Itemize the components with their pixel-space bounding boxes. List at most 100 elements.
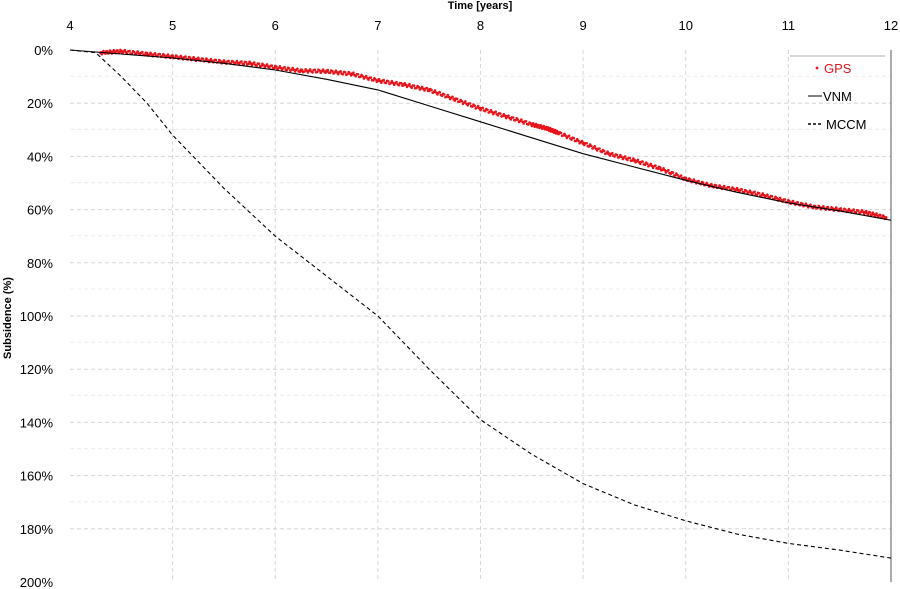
gps-point — [516, 118, 520, 121]
gps-point — [425, 86, 429, 90]
gps-point — [123, 48, 127, 52]
gps-point — [590, 144, 593, 148]
gps-point — [757, 192, 761, 195]
gps-point — [507, 114, 510, 117]
gps-point — [676, 174, 679, 177]
gps-point — [522, 122, 525, 125]
gps-point — [341, 72, 345, 76]
gps-point — [389, 81, 393, 85]
gps-point — [796, 200, 799, 204]
gps-point — [615, 153, 619, 157]
gps-point — [102, 49, 105, 53]
gps-point — [527, 123, 530, 126]
gps-point — [232, 60, 235, 63]
gps-point — [244, 60, 248, 64]
gps-point — [401, 83, 406, 87]
gps-point — [753, 190, 756, 194]
gps-point — [831, 207, 834, 210]
gps-point — [359, 75, 362, 79]
y-tick-label: 100% — [20, 309, 54, 324]
gps-point — [572, 136, 576, 140]
gps-point — [854, 211, 858, 214]
y-tick-label: 0% — [34, 43, 53, 58]
series-gps — [99, 48, 888, 221]
gps-point — [654, 164, 657, 167]
gps-point — [663, 168, 667, 172]
gps-point — [438, 90, 442, 94]
gps-point — [163, 54, 166, 57]
gps-point — [643, 163, 647, 166]
x-tick-label: 8 — [477, 18, 484, 33]
y-tick-label: 200% — [20, 575, 54, 589]
gps-point — [490, 110, 494, 114]
gps-point — [770, 195, 774, 198]
gps-point — [328, 71, 332, 74]
gps-point — [219, 59, 222, 63]
y-axis-title: Subsidence (%) — [2, 277, 14, 359]
gps-point — [530, 122, 534, 127]
gps-point — [875, 212, 878, 215]
series-mccm-line — [69, 49, 892, 559]
gps-point — [496, 114, 500, 117]
gps-point — [822, 205, 825, 208]
gps-point — [748, 189, 752, 192]
gps-point — [440, 94, 444, 98]
gps-point — [714, 184, 718, 187]
gps-point — [641, 160, 644, 163]
gps-point — [283, 65, 286, 69]
gps-point — [382, 78, 386, 82]
gps-point — [130, 52, 134, 55]
gps-point — [868, 211, 872, 214]
gps-point — [620, 155, 623, 159]
gps-point — [367, 78, 370, 81]
gps-point — [611, 151, 614, 155]
gps-point — [420, 85, 424, 89]
gps-point — [607, 152, 611, 156]
x-axis-title: Time [years] — [448, 0, 513, 12]
y-tick-label: 60% — [27, 203, 53, 218]
gps-point — [434, 91, 438, 94]
gps-point — [380, 81, 383, 84]
gps-point — [148, 53, 151, 57]
gps-point — [336, 72, 340, 76]
gps-point — [321, 68, 325, 71]
gps-point — [600, 150, 604, 154]
gps-point — [755, 193, 759, 197]
gps-point — [451, 95, 454, 99]
gps-point — [722, 184, 726, 188]
y-tick-label: 160% — [20, 469, 54, 484]
gps-point — [384, 81, 388, 85]
gps-point — [471, 105, 474, 108]
grid-lines — [70, 50, 891, 582]
gps-point — [166, 53, 170, 56]
gps-point — [153, 52, 157, 55]
gps-point — [564, 134, 567, 137]
gps-point — [408, 82, 411, 86]
gps-point — [671, 171, 675, 174]
gps-point — [623, 155, 627, 158]
gps-point — [719, 185, 722, 189]
gps-point — [473, 104, 477, 108]
series-layer — [69, 48, 892, 559]
gps-point — [658, 166, 662, 170]
gps-point — [354, 74, 358, 78]
gps-point — [775, 196, 778, 200]
gps-point — [489, 108, 493, 112]
gps-point — [303, 70, 306, 73]
gps-point — [369, 76, 373, 79]
gps-point — [119, 49, 123, 53]
x-tick-label: 7 — [374, 18, 381, 33]
gps-point — [412, 84, 416, 87]
gps-point — [630, 159, 634, 162]
gps-point — [494, 110, 498, 113]
gps-point — [374, 78, 377, 81]
gps-point — [443, 93, 446, 96]
gps-point — [188, 56, 192, 59]
gps-point — [339, 70, 342, 73]
gps-point — [311, 71, 314, 74]
x-tick-label: 9 — [580, 18, 587, 33]
gps-point — [106, 50, 109, 53]
gps-point — [778, 196, 782, 200]
gps-point — [863, 210, 867, 214]
gps-point — [861, 210, 865, 214]
